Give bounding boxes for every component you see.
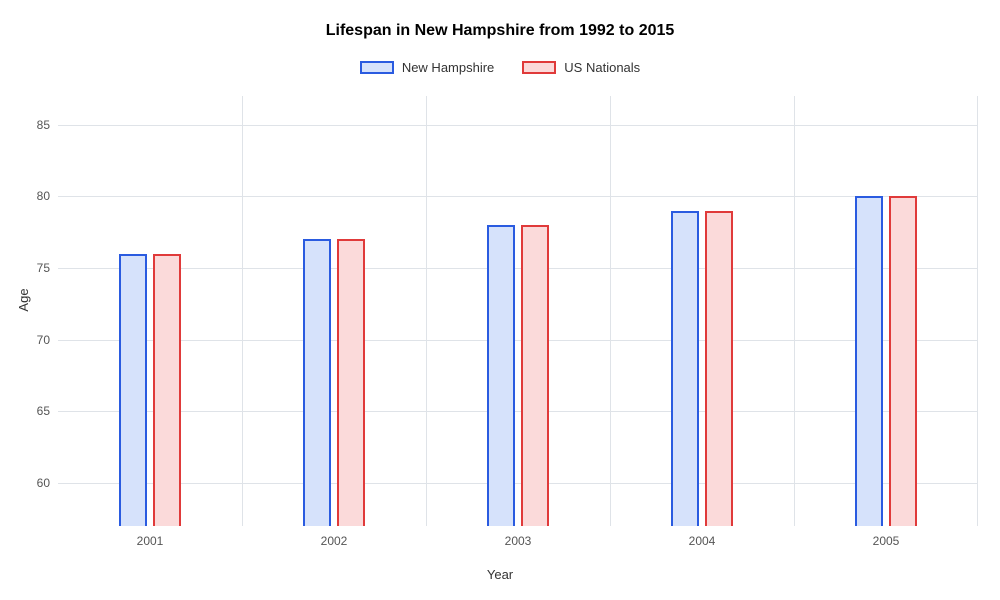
gridline-horizontal <box>58 483 978 484</box>
x-tick-label: 2002 <box>321 534 348 548</box>
gridline-vertical <box>977 96 978 526</box>
legend: New Hampshire US Nationals <box>0 60 1000 75</box>
bar <box>337 239 365 526</box>
gridline-horizontal <box>58 268 978 269</box>
chart-container: Lifespan in New Hampshire from 1992 to 2… <box>0 0 1000 600</box>
bar <box>153 254 181 526</box>
legend-item-new-hampshire: New Hampshire <box>360 60 494 75</box>
bar <box>705 211 733 526</box>
bar <box>303 239 331 526</box>
y-tick-label: 80 <box>10 189 50 203</box>
chart-title: Lifespan in New Hampshire from 1992 to 2… <box>0 22 1000 40</box>
gridline-vertical <box>242 96 243 526</box>
x-tick-label: 2003 <box>505 534 532 548</box>
gridline-vertical <box>610 96 611 526</box>
plot-area: 60657075808520012002200320042005 <box>58 96 978 526</box>
legend-swatch-us-nationals <box>522 61 556 74</box>
gridline-horizontal <box>58 340 978 341</box>
bar <box>521 225 549 526</box>
gridline-vertical <box>426 96 427 526</box>
gridline-horizontal <box>58 411 978 412</box>
bar <box>487 225 515 526</box>
gridline-horizontal <box>58 196 978 197</box>
legend-item-us-nationals: US Nationals <box>522 60 640 75</box>
legend-label: New Hampshire <box>402 60 494 75</box>
y-axis-label: Age <box>16 288 31 311</box>
x-tick-label: 2005 <box>873 534 900 548</box>
y-tick-label: 70 <box>10 333 50 347</box>
legend-label: US Nationals <box>564 60 640 75</box>
bar <box>671 211 699 526</box>
y-tick-label: 85 <box>10 118 50 132</box>
gridline-vertical <box>794 96 795 526</box>
legend-swatch-new-hampshire <box>360 61 394 74</box>
y-tick-label: 75 <box>10 261 50 275</box>
x-axis-label: Year <box>0 567 1000 582</box>
gridline-horizontal <box>58 125 978 126</box>
bar <box>855 196 883 526</box>
x-tick-label: 2004 <box>689 534 716 548</box>
x-tick-label: 2001 <box>137 534 164 548</box>
y-tick-label: 65 <box>10 404 50 418</box>
bar <box>119 254 147 526</box>
y-tick-label: 60 <box>10 476 50 490</box>
bar <box>889 196 917 526</box>
